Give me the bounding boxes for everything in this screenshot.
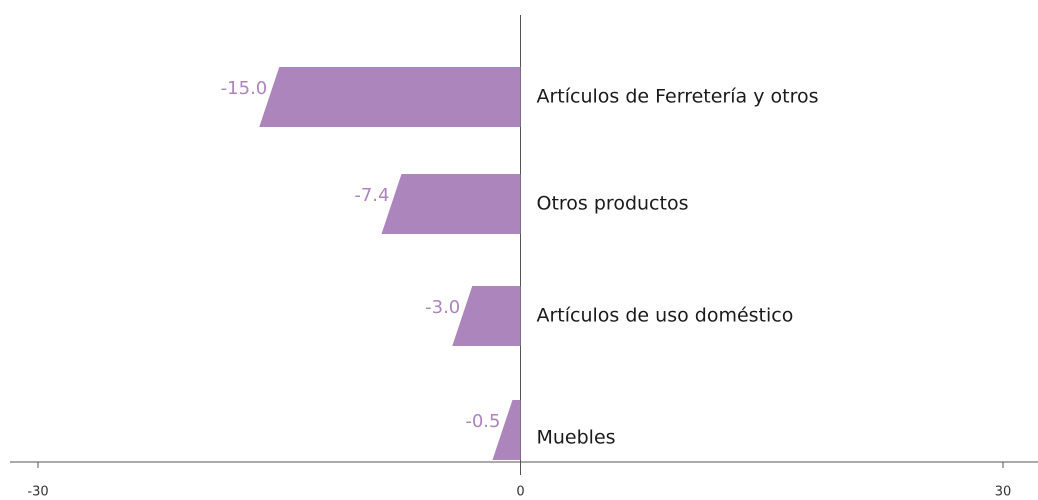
value-label: -0.5 — [465, 411, 500, 432]
x-tick-label: 0 — [516, 485, 524, 500]
bar — [492, 400, 521, 460]
x-tick-label: 30 — [995, 485, 1012, 500]
value-label: -15.0 — [221, 78, 268, 99]
category-label: Artículos de uso doméstico — [537, 305, 794, 327]
category-label: Artículos de Ferretería y otros — [537, 86, 819, 108]
category-label: Otros productos — [537, 193, 689, 215]
category-label: Muebles — [537, 427, 616, 449]
value-label: -7.4 — [354, 185, 389, 206]
bar — [381, 174, 521, 234]
x-tick-label: -30 — [27, 485, 48, 500]
bar — [452, 286, 521, 346]
value-label: -3.0 — [425, 297, 460, 318]
bar — [259, 67, 521, 127]
